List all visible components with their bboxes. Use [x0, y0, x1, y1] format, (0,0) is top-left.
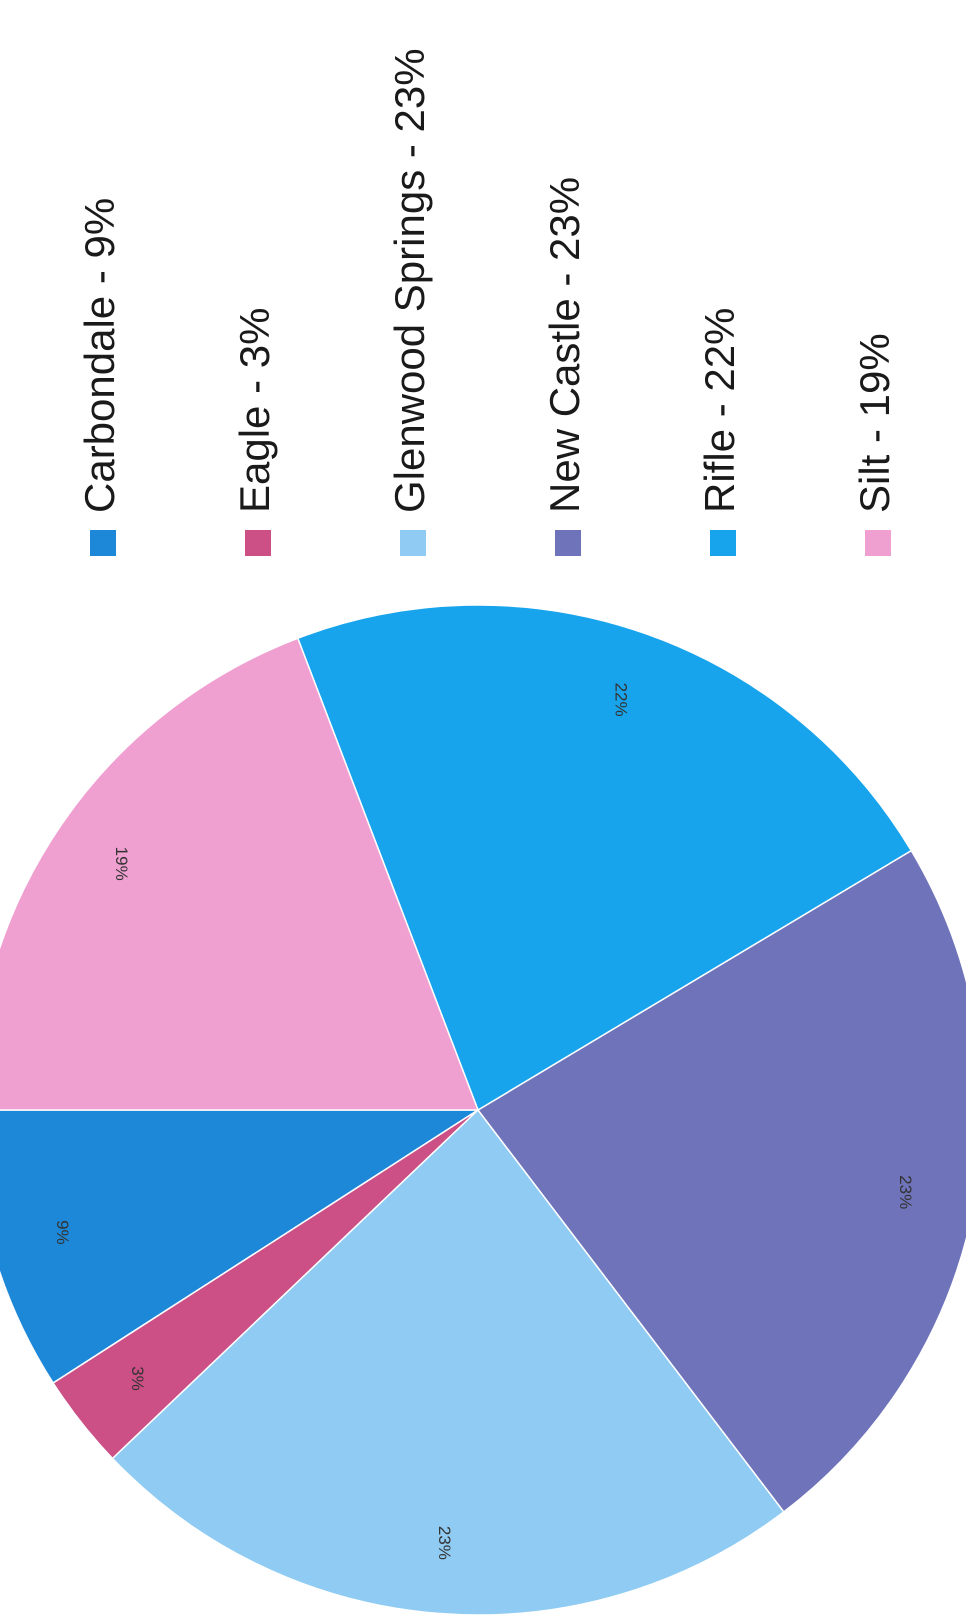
pie-slice-silt — [0, 637, 480, 1111]
legend-item-eagle: Eagle - 3% — [231, 308, 278, 556]
legend-item-new-castle: New Castle - 23% — [541, 177, 588, 556]
legend-label: Glenwood Springs - 23% — [386, 48, 433, 513]
legend-item-rifle: Rifle - 22% — [696, 308, 743, 556]
legend-label: Eagle - 3% — [231, 308, 278, 513]
legend-swatch — [555, 530, 581, 556]
legend-swatch — [865, 530, 891, 556]
legend-label: Rifle - 22% — [696, 308, 743, 513]
legend-item-carbondale: Carbondale - 9% — [76, 198, 123, 556]
legend-label: New Castle - 23% — [541, 177, 588, 513]
slice-labels: 9% 3% 23% 23% 22% 19% — [53, 683, 915, 1560]
legend-item-silt: Silt - 19% — [851, 333, 898, 556]
legend-swatch — [90, 530, 116, 556]
pie-slice-carbondale — [0, 1109, 481, 1385]
legend-label: Silt - 19% — [851, 333, 898, 513]
pie-slice-glenwood-springs — [111, 1108, 785, 1615]
legend-item-glenwood-springs: Glenwood Springs - 23% — [386, 48, 433, 556]
legend-swatch — [245, 530, 271, 556]
slice-label-carbondale: 9% — [53, 1220, 72, 1245]
pie-slices — [0, 604, 966, 1615]
pie-slice-rifle — [296, 604, 913, 1112]
legend-label: Carbondale - 9% — [76, 198, 123, 513]
slice-label-rifle: 22% — [612, 683, 631, 717]
pie-slice-new-castle — [476, 849, 966, 1513]
slice-label-silt: 19% — [112, 847, 131, 881]
legend-swatch — [710, 530, 736, 556]
slice-label-eagle: 3% — [128, 1366, 147, 1391]
legend-swatch — [400, 530, 426, 556]
slice-label-glenwood-springs: 23% — [435, 1526, 454, 1560]
slice-label-new-castle: 23% — [896, 1175, 915, 1209]
legend: Carbondale - 9% Eagle - 3% Glenwood Spring… — [76, 48, 898, 556]
